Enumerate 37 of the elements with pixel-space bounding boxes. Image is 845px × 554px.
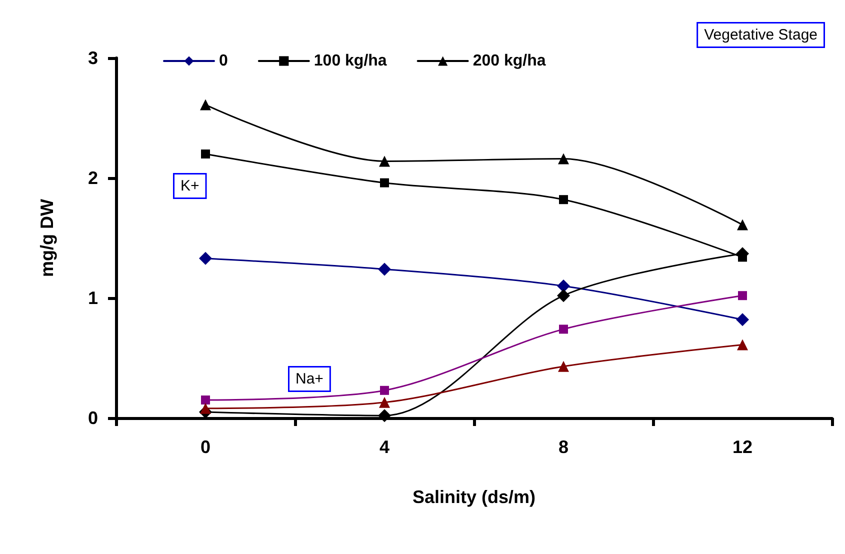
point bbox=[199, 252, 212, 265]
y-tick-label: 1 bbox=[88, 288, 98, 308]
point bbox=[558, 360, 569, 372]
point bbox=[737, 219, 748, 230]
x-tick-label: 4 bbox=[379, 437, 390, 457]
point bbox=[379, 156, 390, 167]
point bbox=[558, 153, 569, 164]
point bbox=[201, 396, 210, 404]
point bbox=[736, 313, 749, 326]
point bbox=[557, 289, 570, 302]
point bbox=[557, 280, 570, 292]
text: Vegetative Stage bbox=[704, 26, 818, 44]
legend-label: 0 bbox=[219, 52, 228, 70]
point bbox=[201, 150, 210, 158]
legend-label: 200 kg/ha bbox=[472, 52, 546, 70]
point bbox=[559, 324, 568, 334]
point bbox=[378, 409, 391, 422]
point bbox=[738, 291, 747, 300]
y-tick-label: 0 bbox=[88, 408, 98, 428]
x-tick-label: 12 bbox=[732, 437, 753, 457]
point bbox=[378, 262, 391, 276]
annotation: K+ bbox=[180, 178, 200, 194]
point bbox=[200, 99, 211, 110]
legend-label: 100 kg/ha bbox=[314, 52, 387, 70]
point bbox=[379, 396, 390, 408]
point bbox=[380, 178, 389, 188]
y-tick-label: 2 bbox=[88, 168, 98, 188]
point bbox=[200, 402, 211, 414]
point bbox=[559, 195, 568, 204]
point bbox=[737, 339, 748, 350]
y-tick-label: 3 bbox=[88, 48, 98, 68]
x-axis-title: Salinity (ds/m) bbox=[412, 487, 536, 507]
annotation: Na+ bbox=[296, 370, 324, 388]
x-tick-label: 0 bbox=[200, 437, 211, 457]
point bbox=[380, 386, 389, 395]
x-tick-label: 8 bbox=[558, 437, 569, 457]
y-axis-title: mg/g DW bbox=[37, 199, 57, 277]
